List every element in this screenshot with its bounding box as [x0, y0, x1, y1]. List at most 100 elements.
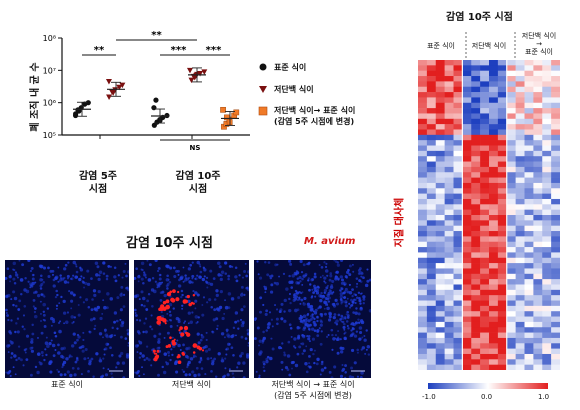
nucleus-dot	[187, 360, 191, 365]
heatmap-cell	[542, 129, 552, 136]
nucleus-dot	[239, 354, 243, 358]
heatmap-cell	[444, 113, 454, 120]
heatmap-cell	[471, 305, 481, 312]
heatmap-cell	[480, 86, 490, 93]
nucleus-dot	[74, 360, 78, 364]
nucleus-dot	[262, 330, 265, 334]
heatmap-cell	[453, 86, 463, 93]
nucleus-dot	[367, 353, 371, 356]
nucleus-dot	[360, 371, 364, 375]
heatmap-cell	[551, 343, 560, 349]
heatmap-cell	[453, 257, 463, 264]
heatmap-cell	[418, 97, 428, 104]
heatmap-cell	[435, 129, 445, 136]
nucleus-dot	[88, 361, 92, 366]
heatmap-cell	[524, 145, 534, 152]
heatmap-cell	[480, 92, 490, 98]
nucleus-dot	[323, 276, 327, 280]
heatmap-cell	[515, 108, 525, 114]
legend-label-lowprotein: 저단백 식이	[274, 85, 314, 94]
heatmap-cell	[471, 225, 481, 232]
heatmap-cell	[542, 161, 552, 168]
heatmap-cell	[497, 231, 508, 237]
colorbar-tick-mid: 0.0	[481, 393, 493, 401]
nucleus-dot	[210, 305, 213, 309]
nucleus-dot	[62, 360, 67, 365]
nucleus-dot	[189, 263, 193, 267]
heatmap-cell	[453, 134, 463, 141]
nucleus-dot	[44, 341, 49, 346]
nucleus-dot	[347, 327, 350, 330]
heatmap-cell	[542, 145, 552, 152]
nucleus-dot	[339, 317, 343, 321]
heatmap-cell	[489, 198, 499, 205]
nucleus-dot	[116, 296, 120, 300]
nucleus-dot	[288, 373, 292, 377]
nucleus-dot	[10, 356, 13, 359]
nucleus-dot	[156, 286, 159, 289]
heatmap-cell	[551, 102, 560, 109]
heatmap-cell	[542, 353, 552, 360]
heatmap-cell	[497, 86, 508, 93]
nucleus-dot	[339, 374, 344, 378]
nucleus-dot	[318, 305, 322, 309]
heatmap-cell	[489, 279, 499, 285]
nucleus-dot	[246, 328, 249, 332]
heatmap-cell	[524, 300, 534, 307]
nucleus-dot	[333, 313, 337, 316]
heatmap-cell	[444, 161, 454, 168]
nucleus-dot	[316, 330, 320, 334]
heatmap-cell	[515, 353, 525, 360]
nucleus-dot	[33, 310, 37, 314]
nucleus-dot	[340, 281, 344, 285]
nucleus-dot	[96, 265, 100, 269]
nucleus-dot	[296, 277, 299, 280]
nucleus-dot	[191, 370, 195, 374]
nucleus-dot	[41, 354, 44, 357]
nucleus-dot	[50, 316, 54, 321]
nucleus-dot	[348, 302, 351, 305]
heatmap-cell	[435, 316, 445, 323]
nucleus-dot	[36, 352, 41, 356]
nucleus-dot	[323, 261, 326, 264]
heatmap-cell	[551, 311, 560, 317]
heatmap-cell	[506, 295, 516, 301]
heatmap-cell	[480, 327, 490, 333]
heatmap-cell	[444, 284, 454, 291]
bacteria-dot	[196, 345, 201, 350]
heatmap-cell	[497, 172, 508, 178]
nucleus-dot	[348, 291, 353, 295]
heatmap-cell	[506, 65, 516, 71]
nucleus-dot	[158, 277, 162, 281]
scatter-point	[220, 106, 226, 113]
heatmap-cell	[506, 289, 516, 296]
heatmap-cell	[533, 241, 543, 248]
heatmap-cell	[515, 257, 525, 264]
heatmap-cell	[480, 161, 490, 168]
heatmap-cell	[506, 81, 516, 88]
nucleus-dot	[59, 320, 62, 323]
nucleus-dot	[339, 295, 344, 299]
nucleus-dot	[66, 281, 70, 284]
nucleus-dot	[266, 355, 270, 359]
heatmap-cell	[480, 353, 490, 360]
heatmap-cell	[444, 225, 454, 232]
nucleus-dot	[113, 320, 116, 324]
heatmap-cell	[551, 348, 560, 355]
nucleus-dot	[194, 315, 199, 319]
heatmap-cell	[435, 70, 445, 77]
nucleus-dot	[195, 366, 199, 370]
micrograph-lowprotein	[134, 260, 249, 378]
nucleus-dot	[208, 298, 212, 302]
nucleus-dot	[259, 296, 263, 300]
nucleus-dot	[356, 351, 359, 354]
nucleus-dot	[57, 351, 61, 355]
nucleus-dot	[354, 311, 358, 315]
nucleus-dot	[182, 343, 185, 347]
nucleus-dot	[304, 361, 308, 366]
nucleus-dot	[137, 275, 141, 279]
heatmap-cell	[453, 327, 463, 333]
nucleus-dot	[55, 289, 58, 293]
nucleus-dot	[330, 376, 334, 378]
heatmap-cell	[435, 156, 445, 162]
